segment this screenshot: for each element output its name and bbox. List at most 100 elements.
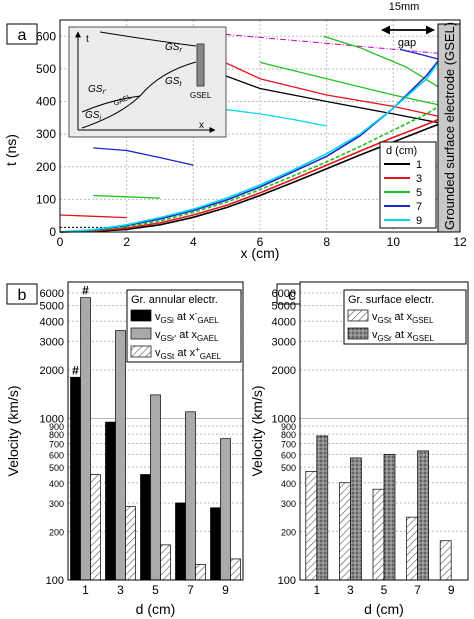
bar bbox=[140, 474, 151, 581]
inset-reflected-prime-curve bbox=[81, 95, 141, 113]
bar bbox=[105, 421, 116, 581]
reflected-curve-d3 bbox=[59, 214, 127, 219]
legend-entry: 5 bbox=[416, 187, 422, 199]
y-tick-label: 400 bbox=[281, 479, 296, 489]
legend-swatch bbox=[347, 327, 369, 340]
y-tick-label: 200 bbox=[49, 527, 64, 537]
y-tick-label: 4000 bbox=[272, 316, 296, 328]
inset: t x GSEL GSr GSr' GSt GSi GAEL bbox=[68, 26, 227, 138]
x-tick-label: 3 bbox=[117, 583, 124, 597]
inset-gsel-label: GSEL bbox=[190, 91, 212, 100]
plot-frame bbox=[67, 281, 244, 581]
y-axis-label: Velocity (km/s) bbox=[249, 385, 265, 476]
bar bbox=[220, 438, 231, 581]
plot-frame bbox=[299, 281, 469, 581]
bar bbox=[230, 558, 241, 581]
legend-swatch bbox=[347, 309, 369, 322]
y-tick-label: 2000 bbox=[272, 365, 296, 377]
bar bbox=[316, 435, 329, 581]
x-tick-label: 7 bbox=[414, 583, 421, 597]
bar bbox=[185, 411, 196, 581]
electrode-bar bbox=[437, 23, 461, 233]
reflected-curve-d7 bbox=[93, 147, 194, 166]
panel-label-box bbox=[6, 283, 38, 305]
y-tick-label: 1000 bbox=[272, 413, 296, 425]
y-tick-label: 100 bbox=[36, 192, 56, 206]
y-axis-label: Velocity (km/s) bbox=[5, 385, 21, 476]
legend-entry: 3 bbox=[416, 173, 422, 185]
inset-gsr-prime-label: GSr' bbox=[88, 84, 107, 96]
panel-label: b bbox=[18, 287, 27, 304]
panel-label-box bbox=[6, 23, 38, 45]
bar bbox=[350, 457, 362, 581]
x-tick-label: 10 bbox=[387, 235, 401, 249]
x-tick-label: 3 bbox=[347, 583, 354, 597]
y-tick-label: 4000 bbox=[40, 316, 64, 328]
reflected-curve-d1 bbox=[206, 68, 439, 124]
x-tick-label: 6 bbox=[257, 235, 264, 249]
bar bbox=[175, 502, 186, 581]
legend-box bbox=[379, 141, 437, 229]
x-tick-label: 9 bbox=[222, 583, 229, 597]
legend-title: Gr. surface electr. bbox=[348, 294, 434, 306]
y-tick-label: 100 bbox=[46, 575, 64, 587]
series-line-d5 bbox=[59, 105, 439, 233]
panel-label: c bbox=[288, 287, 296, 304]
y-tick-label: 500 bbox=[49, 463, 64, 473]
y-tick-label: 500 bbox=[36, 62, 56, 76]
x-tick-label: 9 bbox=[448, 583, 455, 597]
bar-marker: # bbox=[72, 363, 79, 377]
y-tick-label: 300 bbox=[281, 499, 296, 509]
y-tick-label: 300 bbox=[36, 127, 56, 141]
bar bbox=[439, 540, 452, 581]
y-tick-label: 800 bbox=[281, 430, 296, 440]
reflected-curve-d7 bbox=[399, 48, 439, 60]
reflected-curve-d5 bbox=[93, 194, 161, 199]
y-tick-label: 1000 bbox=[40, 413, 64, 425]
legend-entry: 7 bbox=[416, 201, 422, 213]
inset-x-label: x bbox=[199, 120, 204, 131]
x-tick-label: 2 bbox=[123, 235, 130, 249]
y-tick-label: 900 bbox=[281, 422, 296, 432]
x-tick-label: 12 bbox=[453, 235, 467, 249]
legend-swatch bbox=[130, 327, 152, 340]
x-tick-label: 0 bbox=[57, 235, 64, 249]
inset-t-label: t bbox=[86, 34, 89, 45]
bar bbox=[339, 482, 351, 581]
y-tick-label: 700 bbox=[281, 440, 296, 450]
y-tick-label: 600 bbox=[281, 450, 296, 460]
electrode-label: Grounded surface electrode (GSEL) bbox=[442, 22, 457, 230]
y-tick-label: 700 bbox=[49, 440, 64, 450]
zoom-box bbox=[60, 226, 128, 232]
bar bbox=[90, 474, 101, 581]
reflected-curve-d5 bbox=[259, 61, 439, 106]
x-axis-label: d (cm) bbox=[364, 601, 404, 617]
y-tick-label: 0 bbox=[49, 225, 56, 239]
bar bbox=[70, 376, 81, 581]
legend-entry: vGSt at xGSEL bbox=[372, 311, 434, 325]
legend-entry: vGSr at xGSEL bbox=[372, 329, 434, 343]
bar bbox=[406, 516, 418, 581]
y-tick-label: 900 bbox=[49, 422, 64, 432]
y-tick-label: 100 bbox=[278, 575, 296, 587]
y-tick-label: 800 bbox=[49, 430, 64, 440]
y-axis-label: t (ns) bbox=[3, 134, 19, 166]
x-tick-label: 8 bbox=[323, 235, 330, 249]
y-tick-label: 600 bbox=[36, 29, 56, 43]
x-tick-label: 4 bbox=[190, 235, 197, 249]
x-tick-label: 1 bbox=[313, 583, 320, 597]
axes: 0 2 4 6 8 10 12 0 100 200 300 400 500 600 x (cm) t (ns) bbox=[3, 19, 467, 261]
reflected-curve-d5 bbox=[323, 35, 439, 88]
inset-gsi-label: GSi bbox=[85, 110, 101, 122]
inset-gsel-bar bbox=[196, 43, 205, 87]
bar bbox=[417, 450, 429, 581]
panel-label: a bbox=[18, 27, 27, 44]
x-tick-label: 5 bbox=[152, 583, 159, 597]
x-axis-label: d (cm) bbox=[136, 601, 176, 617]
y-tick-label: 3000 bbox=[40, 336, 64, 348]
legend: d (cm) 1 3 5 7 9 bbox=[379, 141, 437, 229]
inset-gst-label: GSt bbox=[165, 76, 182, 88]
